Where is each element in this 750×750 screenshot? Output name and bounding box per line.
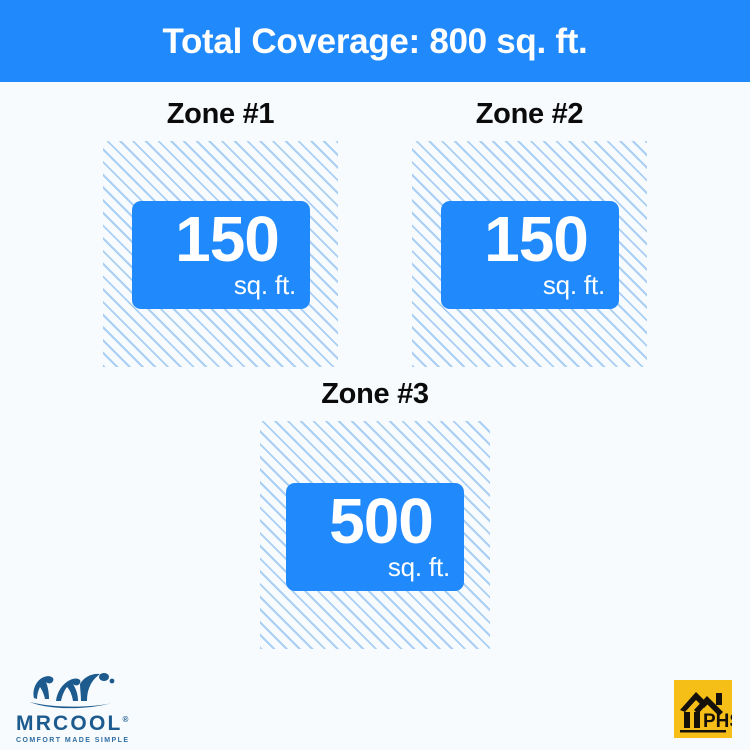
- zone-card-1: Zone #1 150 sq. ft.: [103, 100, 338, 367]
- mrcool-wordmark: MRCOOL®: [16, 713, 141, 734]
- zone-value-card-3: 500 sq. ft.: [286, 483, 464, 591]
- zone-label-1: Zone #1: [166, 98, 275, 130]
- zone-value-1: 150: [175, 203, 280, 276]
- page-title: Total Coverage: 800 sq. ft.: [162, 21, 588, 61]
- mrcool-wordmark-text: MRCOOL: [16, 712, 123, 735]
- zone-unit-3: sq. ft.: [387, 551, 450, 582]
- zone-area-hatch-3: 500 sq. ft.: [260, 421, 490, 649]
- header-banner: Total Coverage: 800 sq. ft.: [0, 0, 750, 82]
- zone-value-2: 150: [484, 203, 589, 276]
- zone-area-hatch-1: 150 sq. ft.: [103, 141, 338, 367]
- phs-logo-text: PHS: [703, 711, 732, 732]
- zone-label-2: Zone #2: [475, 98, 584, 130]
- zone-label-3: Zone #3: [321, 378, 429, 410]
- zone-value-3: 500: [329, 485, 434, 558]
- zone-unit-2: sq. ft.: [542, 269, 605, 300]
- registered-trademark-icon: ®: [122, 715, 129, 724]
- phs-house-icon: PHS: [674, 680, 732, 738]
- zone-card-3: Zone #3 500 sq. ft.: [260, 380, 490, 649]
- zone-card-2: Zone #2 150 sq. ft.: [412, 100, 647, 367]
- mrcool-tagline: COMFORT MADE SIMPLE: [16, 737, 130, 744]
- zone-value-card-2: 150 sq. ft.: [441, 201, 619, 309]
- zone-unit-1: sq. ft.: [233, 269, 296, 300]
- polar-bear-icon: [30, 673, 115, 709]
- zone-value-card-1: 150 sq. ft.: [132, 201, 310, 309]
- phs-logo: PHS: [674, 680, 732, 738]
- mrcool-logo: MRCOOL® COMFORT MADE SIMPLE: [16, 668, 141, 744]
- zone-area-hatch-2: 150 sq. ft.: [412, 141, 647, 367]
